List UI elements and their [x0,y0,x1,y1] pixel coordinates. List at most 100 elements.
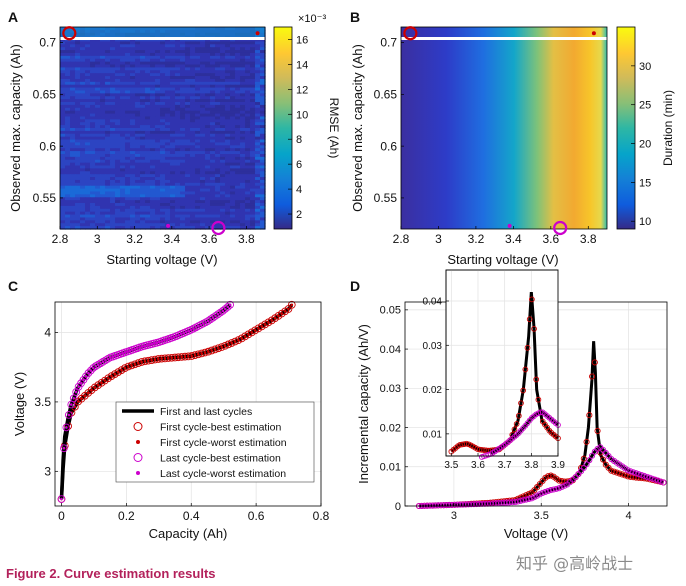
heatmap-cell [110,145,116,149]
point-first-worst [213,348,217,351]
heatmap-cell [170,185,176,190]
heatmap-cell [115,96,121,100]
heatmap-cell [185,162,191,167]
heatmap-cell [210,76,216,80]
point-first-worst [233,340,237,343]
heatmap-cell [140,136,146,141]
heatmap-cell [110,136,116,141]
heatmap-cell [135,70,141,74]
heatmap-cell [170,99,176,103]
marker-dot [255,31,260,36]
heatmap-cell [145,128,151,132]
heatmap-cell [175,78,181,83]
heatmap-cell [260,153,266,158]
y-tick-label: 0.02 [423,385,443,396]
heatmap-cell [140,159,146,164]
heatmap-cell [120,208,126,213]
heatmap-cell [200,208,206,213]
heatmap-cell [180,136,186,141]
heatmap-cell [215,47,221,51]
heatmap-cell [250,162,256,167]
heatmap-cell [200,182,206,187]
heatmap-cell [90,165,96,169]
heatmap-cell [215,200,221,204]
x-axis-label-c: Capacity (Ah) [149,526,228,541]
heatmap-cell [165,64,171,68]
heatmap-cell [115,130,121,135]
heatmap-cell [100,52,106,57]
ic-point-last [536,491,543,498]
heatmap-cell [170,174,176,178]
heatmap-cell [150,226,156,230]
heatmap-cell [135,211,141,216]
heatmap-cell [250,125,256,129]
heatmap-cell [205,205,211,210]
heatmap-cell [100,194,106,198]
heatmap-cell [195,171,201,175]
heatmap-cell [205,122,211,126]
heatmap-cell [215,67,221,71]
heatmap-cell [200,78,206,83]
ic-point-last [586,457,593,464]
heatmap-cell [250,177,256,181]
heatmap-cell [220,197,226,201]
heatmap-cell [150,76,156,80]
heatmap-cell [105,148,111,152]
heatmap-cell [260,148,266,152]
heatmap-cell [160,64,166,68]
heatmap-cell [160,107,166,112]
heatmap-cell [215,81,221,86]
heatmap-cell [175,226,181,230]
heatmap-cell [210,165,216,169]
heatmap-cell [155,93,161,97]
heatmap-cell [200,41,206,45]
heatmap-cell [155,128,161,132]
heatmap-cell [195,197,201,201]
point-last-worst [157,340,161,344]
heatmap-cell [180,217,186,221]
heatmap-cell [95,205,101,210]
heatmap-cell [90,174,96,178]
heatmap-cell [175,174,181,178]
heatmap-cell [155,113,161,118]
heatmap-cell [195,194,201,198]
heatmap-cell [240,145,246,149]
heatmap-cell [75,38,81,43]
heatmap-cell [70,87,76,92]
heatmap-cell [140,125,146,129]
y-tick-label: 0.04 [380,344,401,356]
heatmap-cell [95,87,101,92]
heatmap-cell [225,67,231,71]
heatmap-cell [140,197,146,201]
heatmap-cell [140,50,146,54]
heatmap-cell [115,197,121,201]
watermark: 知乎 @高岭战士 [516,554,634,573]
heatmap-cell [165,179,171,184]
heatmap-cell [180,116,186,120]
heatmap-cell [175,87,181,92]
heatmap-cell [155,174,161,178]
heatmap-cell [200,171,206,175]
heatmap-cell [135,73,141,77]
heatmap-cell [60,217,66,221]
heatmap-cell [200,220,206,224]
heatmap-cell [95,104,101,109]
heatmap-cell [115,87,121,92]
heatmap-cell [140,223,146,227]
heatmap-cell [85,104,91,109]
point-last-worst [162,339,166,342]
ic-point-first [616,470,623,477]
heatmap-cell [75,130,81,135]
heatmap-cell [235,203,241,207]
heatmap-cell [90,116,96,120]
heatmap-cell [145,159,151,164]
heatmap-cell [70,217,76,221]
heatmap-cell [70,177,76,181]
heatmap-cell [190,214,196,219]
heatmap-cell [245,128,251,132]
heatmap-cell [65,130,71,135]
heatmap-cell [135,194,141,198]
point-first-worst [273,316,277,320]
heatmap-cell [165,197,171,201]
